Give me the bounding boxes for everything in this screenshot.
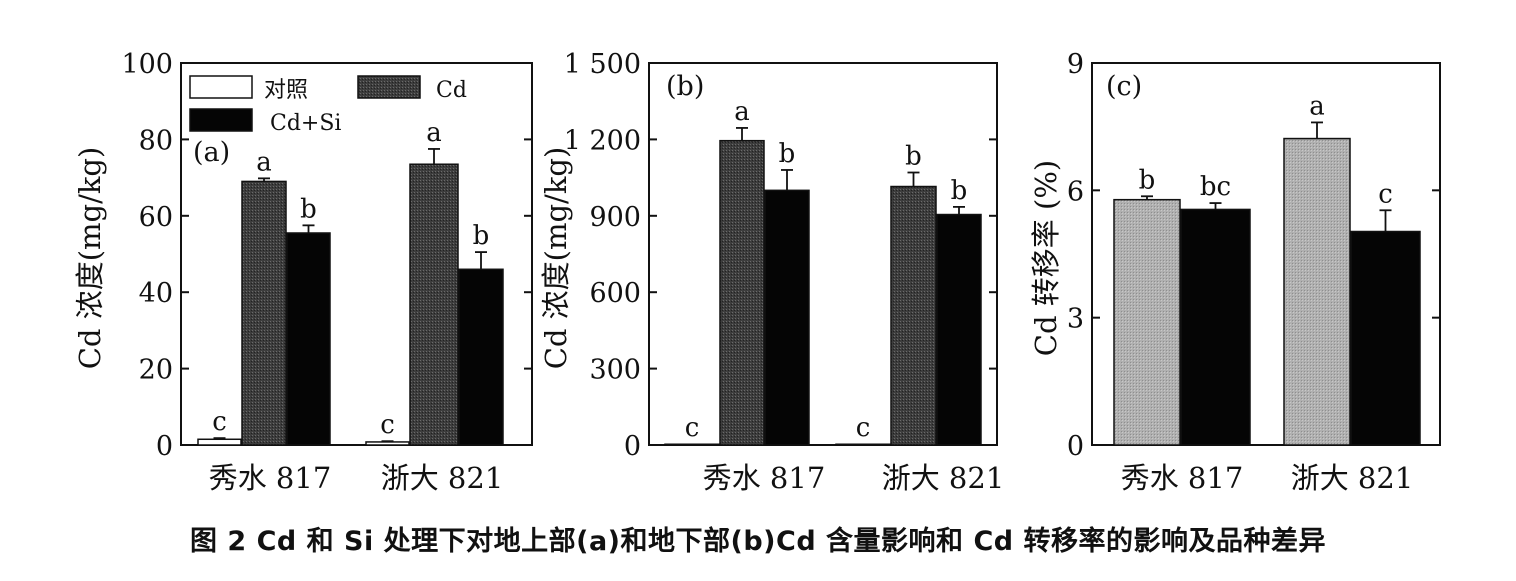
- y-tick-label: 3: [1067, 304, 1084, 335]
- y-tick-label: 900: [589, 202, 641, 233]
- bar: [664, 443, 720, 446]
- panel-a: 0 20 40 60 80 100 Cd 浓度(mg/kg) (a) 秀水 817 浙大 821 c…: [73, 49, 533, 495]
- significance-letter: a: [426, 118, 442, 148]
- y-tick-label: 0: [156, 431, 173, 462]
- legend-swatch: [189, 75, 253, 99]
- y-axis-label: Cd 转移率 (%): [1029, 160, 1063, 356]
- figure-caption: 图 2 Cd 和 Si 处理下对地上部(a)和地下部(b)Cd 含量影响和 Cd…: [189, 526, 1327, 557]
- y-tick-label: 1 200: [564, 125, 641, 156]
- legend-label: Cd: [436, 78, 467, 103]
- significance-letter: b: [473, 221, 490, 251]
- y-tick-label: 300: [589, 355, 641, 386]
- y-axis-label: Cd 浓度(mg/kg): [73, 147, 107, 370]
- significance-letter: b: [1139, 165, 1156, 195]
- bar: [835, 443, 891, 446]
- panel-label: (c): [1106, 71, 1142, 102]
- panel-label: (a): [193, 137, 230, 168]
- y-tick-label: 100: [121, 49, 173, 80]
- bar: [409, 163, 459, 446]
- significance-letter: c: [1378, 179, 1393, 209]
- bar: [936, 213, 982, 446]
- significance-letter: b: [905, 142, 922, 172]
- x-category-label: 秀水 817: [209, 461, 332, 495]
- significance-letter: c: [685, 413, 700, 443]
- significance-letter: b: [779, 139, 796, 169]
- significance-letter: c: [212, 407, 227, 437]
- panel-c: 0 3 6 9 Cd 转移率 (%) (c) 秀水 817 浙大 821 b bc a c: [1029, 49, 1441, 495]
- panel-label: (b): [666, 71, 704, 102]
- panel-b: 0 300 600 900 1 200 1 500 Cd 浓度(mg/kg) (b) 秀水 81…: [539, 49, 1004, 495]
- x-category-label: 浙大 821: [1291, 461, 1414, 495]
- legend-swatch: [189, 108, 253, 132]
- significance-letter: c: [380, 410, 395, 440]
- bar: [365, 441, 410, 446]
- y-tick-label: 80: [139, 125, 173, 156]
- x-category-label: 浙大 821: [882, 461, 1005, 495]
- y-tick-label: 40: [139, 278, 173, 309]
- plot-frame: [1091, 62, 1441, 446]
- bar: [1113, 198, 1181, 446]
- plot-frame: [648, 62, 998, 446]
- significance-letter: b: [951, 176, 968, 206]
- bar: [1350, 230, 1421, 446]
- significance-letter: a: [256, 147, 272, 177]
- significance-letter: b: [300, 194, 317, 224]
- y-tick-label: 600: [589, 278, 641, 309]
- bar: [241, 180, 287, 446]
- bar: [458, 268, 504, 446]
- y-tick-label: 0: [624, 431, 641, 462]
- bar: [890, 185, 937, 446]
- x-category-label: 秀水 817: [1121, 461, 1244, 495]
- y-tick-label: 6: [1067, 176, 1084, 207]
- significance-letter: a: [734, 97, 750, 127]
- y-axis-label: Cd 浓度(mg/kg): [539, 147, 573, 370]
- bar: [719, 139, 765, 446]
- plot-frame: [180, 62, 533, 446]
- bar: [197, 438, 242, 446]
- bar: [1283, 137, 1351, 446]
- y-tick-label: 0: [1067, 431, 1084, 462]
- significance-letter: c: [856, 413, 871, 443]
- bar: [286, 232, 331, 446]
- legend-swatch: [357, 75, 421, 99]
- legend-label: 对照: [264, 78, 308, 103]
- bar: [764, 189, 810, 446]
- significance-letter: a: [1309, 91, 1325, 121]
- significance-letter: bc: [1200, 172, 1231, 202]
- y-tick-label: 60: [139, 202, 173, 233]
- y-tick-label: 20: [139, 355, 173, 386]
- y-tick-label: 1 500: [564, 49, 641, 80]
- bar: [1180, 208, 1251, 446]
- legend-label: Cd+Si: [270, 111, 341, 136]
- x-category-label: 浙大 821: [381, 461, 504, 495]
- y-tick-label: 9: [1067, 49, 1084, 80]
- x-category-label: 秀水 817: [703, 461, 826, 495]
